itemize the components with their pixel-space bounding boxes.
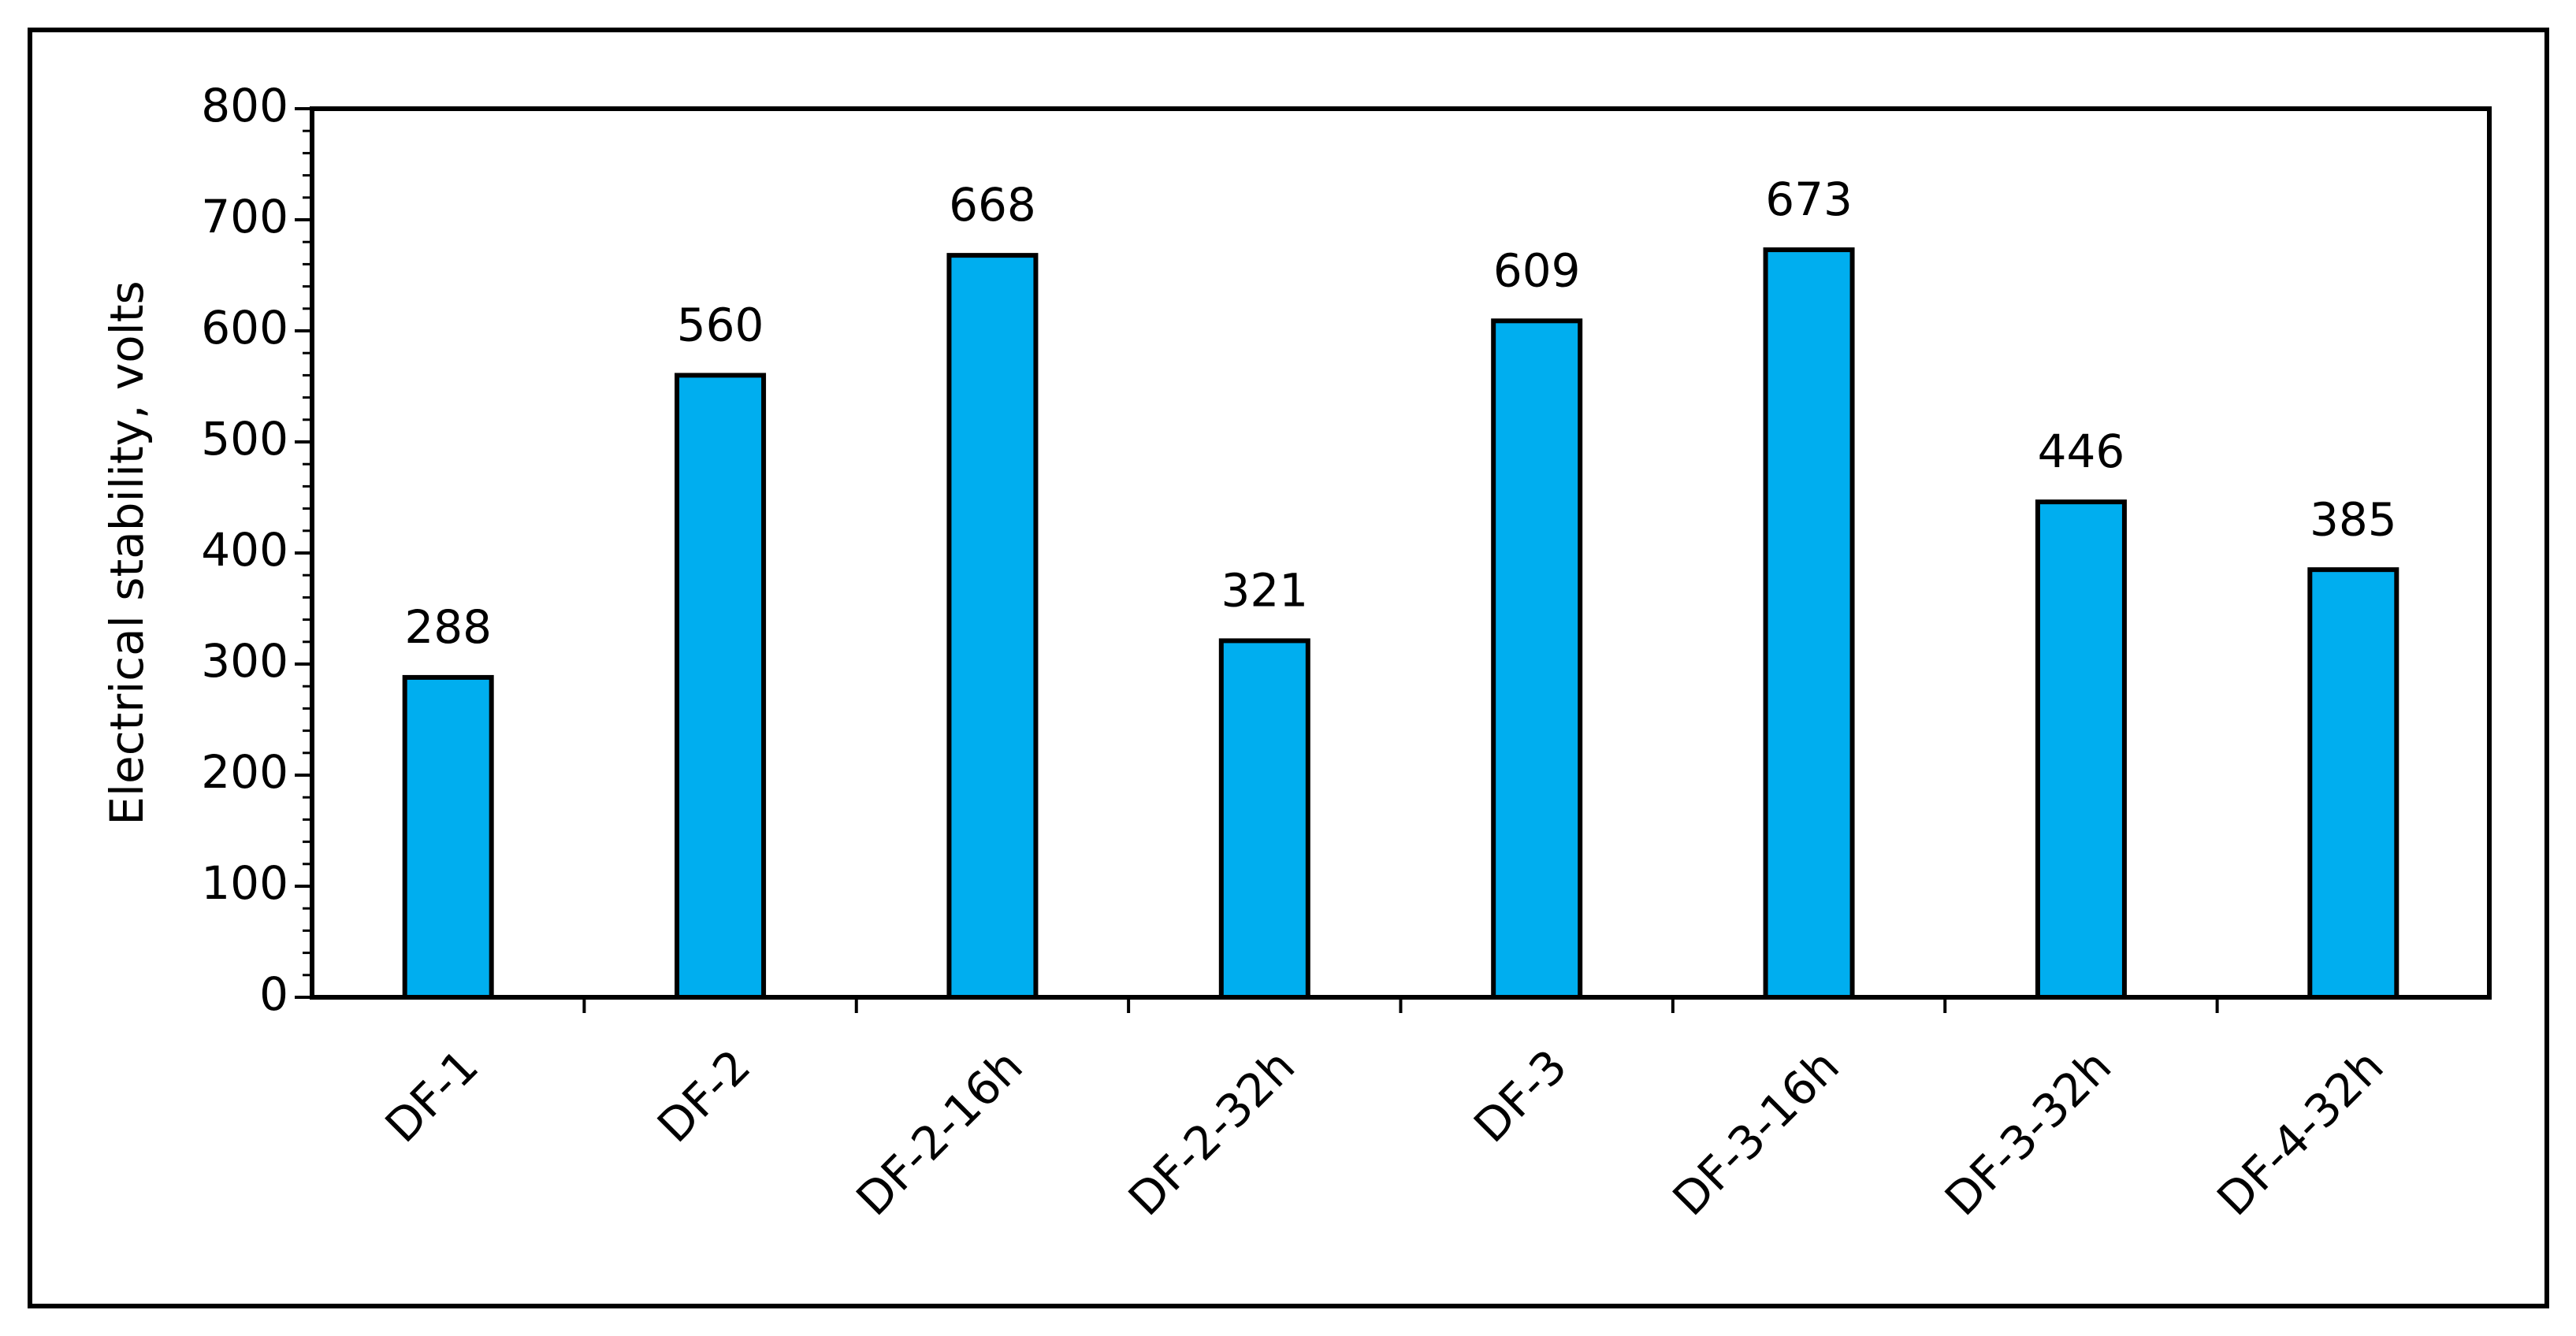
value-label: 385 bbox=[2310, 492, 2397, 546]
plot-frame bbox=[310, 106, 2492, 1000]
y-tick-label: 0 bbox=[259, 967, 288, 1021]
x-tick-label: DF-1 bbox=[375, 1039, 489, 1152]
x-tick-label: DF-2-16h bbox=[846, 1039, 1033, 1226]
y-tick-label: 700 bbox=[201, 190, 288, 243]
x-tick-label: DF-3 bbox=[1463, 1039, 1577, 1152]
bar bbox=[402, 674, 494, 1000]
bar bbox=[675, 373, 767, 1000]
bar bbox=[946, 253, 1039, 1000]
bar bbox=[1763, 247, 1855, 1000]
value-label: 288 bbox=[404, 600, 492, 654]
bar bbox=[2307, 567, 2399, 1000]
y-tick-label: 800 bbox=[201, 79, 288, 132]
bar bbox=[2035, 499, 2127, 1000]
bar bbox=[1218, 638, 1310, 1000]
x-tick-label: DF-3-16h bbox=[1663, 1039, 1849, 1226]
value-label: 560 bbox=[677, 299, 764, 352]
x-tick-label: DF-4-32h bbox=[2206, 1039, 2393, 1226]
y-tick-label: 200 bbox=[201, 745, 288, 799]
outer-frame bbox=[28, 28, 2549, 1308]
x-tick-label: DF-2 bbox=[647, 1039, 760, 1152]
value-label: 446 bbox=[2038, 425, 2125, 478]
value-label: 321 bbox=[1221, 563, 1308, 617]
value-label: 673 bbox=[1765, 173, 1853, 226]
y-axis-label: Electrical stability, volts bbox=[100, 280, 154, 826]
x-tick-label: DF-2-32h bbox=[1118, 1039, 1305, 1226]
y-tick-label: 100 bbox=[201, 856, 288, 910]
y-tick-label: 500 bbox=[201, 412, 288, 466]
bar bbox=[1491, 318, 1583, 1000]
value-label: 668 bbox=[949, 178, 1036, 232]
x-tick-label: DF-3-32h bbox=[1935, 1039, 2121, 1226]
y-tick-label: 300 bbox=[201, 634, 288, 688]
y-tick-label: 600 bbox=[201, 301, 288, 354]
y-tick-label: 400 bbox=[201, 523, 288, 577]
value-label: 609 bbox=[1493, 243, 1581, 297]
